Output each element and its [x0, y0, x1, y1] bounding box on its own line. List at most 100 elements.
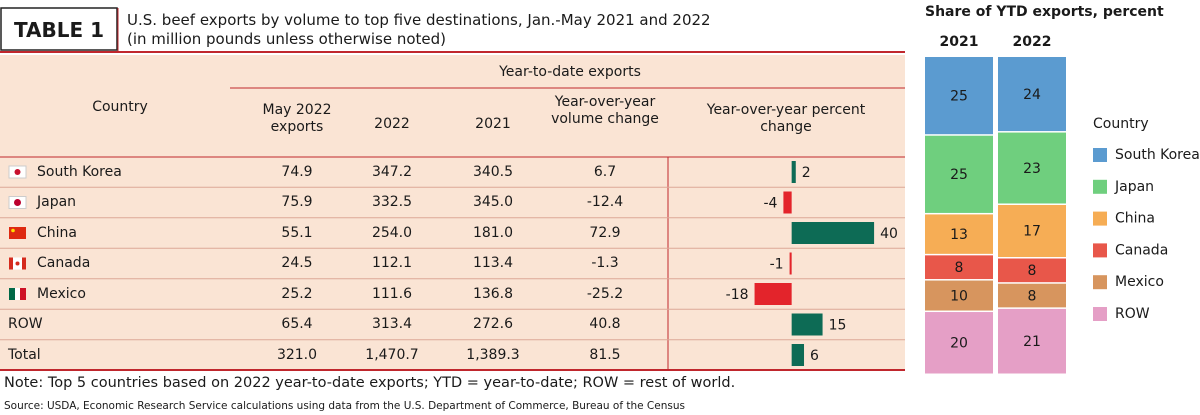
stack-segment: [998, 204, 1066, 258]
segment-label: 20: [950, 336, 968, 352]
cell: 321.0: [276, 346, 318, 363]
cell: 24.5: [281, 255, 313, 271]
table-subtitle: (in million pounds unless otherwise note…: [127, 30, 447, 48]
cell: 75.9: [281, 194, 313, 210]
segment-label: 25: [950, 167, 968, 183]
cell: 1,470.7: [365, 346, 419, 363]
legend-label: Mexico: [1115, 274, 1164, 290]
cell: 81.5: [589, 346, 621, 363]
legend-label: China: [1115, 211, 1155, 227]
flag: [9, 257, 13, 270]
cell: 25.2: [281, 285, 313, 302]
bar-label: -1: [770, 257, 784, 273]
segment-label: 17: [1023, 224, 1041, 240]
cell: 136.8: [472, 285, 514, 302]
stack-segment: [925, 280, 993, 311]
column-header: 2022: [374, 116, 410, 132]
cell: -12.4: [586, 194, 624, 210]
table-title: U.S. beef exports by volume to top five …: [127, 11, 711, 29]
cell: 113.4: [472, 255, 514, 271]
bar-label: -4: [763, 196, 777, 212]
segment-label: 21: [1023, 334, 1041, 350]
segment-label: 23: [1023, 161, 1041, 177]
bar: [789, 252, 792, 275]
legend-swatch: [1093, 211, 1107, 226]
segment-label: 24: [1023, 87, 1041, 103]
legend-swatch: [1093, 275, 1107, 290]
cell: 340.5: [472, 163, 514, 180]
cell-country: South Korea: [37, 163, 122, 180]
flag: [15, 288, 20, 300]
cell-country: China: [37, 224, 77, 241]
legend-swatch: [1093, 148, 1107, 162]
bar: [783, 191, 792, 214]
segment-label: 8: [1028, 288, 1037, 304]
bar: [791, 313, 823, 336]
chart-title: Share of YTD exports, percent: [925, 4, 1164, 20]
cell: 345.0: [472, 194, 514, 210]
x-tick-label: 2021: [940, 34, 979, 50]
cell: -25.2: [586, 285, 624, 302]
legend-swatch: [1093, 243, 1107, 258]
cell: 313.4: [371, 316, 413, 332]
legend-label: Canada: [1115, 242, 1168, 258]
cell-country: Mexico: [37, 285, 86, 302]
label-box: [0, 7, 118, 51]
bar-label: -18: [726, 287, 749, 303]
segment-label: 8: [1028, 263, 1037, 279]
stack-segment: [925, 135, 993, 213]
bar: [791, 344, 805, 366]
cell-country: ROW: [8, 316, 43, 332]
group-header: Year-to-date exports: [499, 64, 641, 80]
flag: [22, 257, 26, 270]
column-header: Year-over-year volume change: [551, 94, 659, 127]
cell-country: Japan: [37, 194, 77, 210]
stack-segment: [998, 132, 1066, 204]
stack-segment: [998, 258, 1066, 283]
column-header: 2021: [475, 116, 511, 132]
source: Source: USDA, Economic Research Service …: [4, 400, 685, 412]
cell: 181.0: [472, 224, 514, 241]
cell: 111.6: [371, 285, 413, 302]
cell: 332.5: [371, 194, 413, 210]
stack-segment: [925, 255, 993, 280]
flag: [14, 199, 21, 206]
segment-label: 13: [950, 227, 968, 243]
legend-swatch: [1093, 179, 1107, 194]
table-label: TABLE 1: [13, 18, 105, 42]
cell: 55.1: [281, 224, 313, 241]
legend-label: South Korea: [1115, 147, 1200, 163]
legend-swatch: [1093, 307, 1107, 321]
flag: [15, 261, 20, 266]
cell: 272.6: [472, 316, 514, 332]
bar-label: 40: [880, 226, 898, 242]
column-header: Year-over-year percent change: [706, 102, 866, 135]
segment-label: 8: [955, 260, 964, 276]
bar-label: 15: [829, 318, 847, 334]
segment-label: 25: [950, 88, 968, 104]
stack-segment: [998, 283, 1066, 308]
column-header: Country: [92, 99, 148, 115]
cell-country: Total: [8, 346, 41, 363]
legend-label: Japan: [1114, 179, 1154, 195]
flag: [9, 227, 26, 239]
cell-country: Canada: [37, 255, 91, 271]
cell: 112.1: [371, 255, 413, 271]
bar-label: 2: [802, 165, 811, 181]
table-background: [0, 55, 905, 370]
flag: [9, 288, 15, 300]
flag: [11, 228, 15, 233]
column-header: May 2022 exports: [262, 102, 332, 135]
bar: [754, 283, 792, 305]
legend-title: Country: [1093, 116, 1149, 132]
cell: 254.0: [371, 224, 413, 241]
stack-segment: [925, 312, 993, 374]
cell: 1,389.3: [466, 346, 520, 363]
cell: 6.7: [593, 163, 617, 180]
stack-segment: [925, 214, 993, 254]
flag: [20, 288, 26, 300]
stack-segment: [998, 57, 1066, 132]
flag: [14, 169, 21, 175]
